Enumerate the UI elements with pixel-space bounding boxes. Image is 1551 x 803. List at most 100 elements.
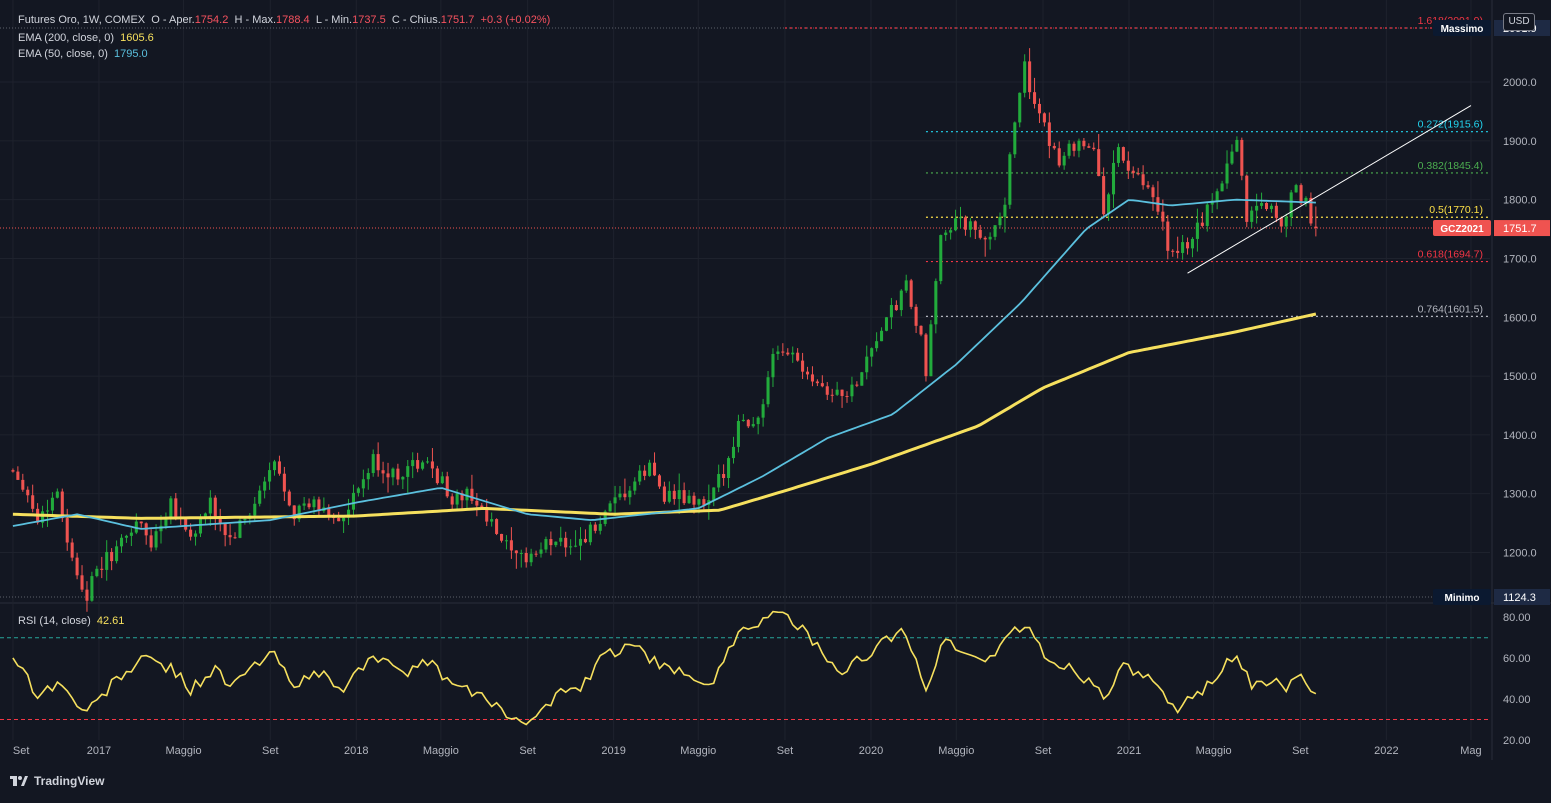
legend-ema50[interactable]: EMA (50, close, 0) 1795.0 xyxy=(18,47,148,61)
candle-body xyxy=(1309,197,1313,224)
candle-body xyxy=(549,539,553,546)
candle-body xyxy=(1255,205,1259,211)
candle-body xyxy=(500,533,504,541)
rsi-y-tick: 40.00 xyxy=(1503,694,1531,706)
candle-body xyxy=(1023,61,1027,93)
candle-body xyxy=(361,479,365,489)
candle-body xyxy=(648,462,652,476)
x-tick-label: 2021 xyxy=(1117,745,1141,757)
fib-level-label: 0.764(1601.5) xyxy=(1418,303,1483,315)
tradingview-logo[interactable]: TradingView xyxy=(10,774,104,788)
rsi-label: RSI (14, close) xyxy=(18,615,91,627)
price-tag-name: GCZ2021 xyxy=(1440,224,1484,235)
candle-body xyxy=(712,487,716,501)
candle-body xyxy=(41,511,45,523)
candle-body xyxy=(840,389,844,396)
candle-body xyxy=(608,503,612,512)
candle-body xyxy=(342,517,346,522)
candle-body xyxy=(1314,226,1318,229)
candle-body xyxy=(95,568,99,577)
candle-body xyxy=(786,352,790,355)
candle-body xyxy=(870,348,874,357)
candle-body xyxy=(880,330,884,342)
candle-body xyxy=(830,394,834,396)
candle-body xyxy=(865,356,869,373)
candle-body xyxy=(727,458,731,479)
candle-body xyxy=(1067,143,1071,156)
candle-body xyxy=(598,523,602,531)
legend-rsi[interactable]: RSI (14, close) 42.61 xyxy=(18,614,124,628)
fibonacci-levels: 1.618(2091.9)0.272(1915.6)0.382(1845.4)0… xyxy=(784,15,1490,317)
candle-body xyxy=(667,490,671,502)
candle-body xyxy=(1141,174,1145,186)
candle-body xyxy=(998,216,1002,226)
candle-body xyxy=(652,462,657,476)
x-tick-label: Maggio xyxy=(680,745,716,757)
candle-body xyxy=(1166,221,1170,251)
candle-body xyxy=(1299,185,1303,204)
price-tag-name: Minimo xyxy=(1445,593,1480,604)
ema50-line xyxy=(12,198,1316,530)
candle-body xyxy=(889,304,893,318)
candle-body xyxy=(677,490,681,500)
candle-body xyxy=(939,235,943,282)
y-tick-label: 1900.0 xyxy=(1503,136,1537,148)
candle-body xyxy=(124,535,128,538)
candle-body xyxy=(1057,148,1061,166)
legend-ema200[interactable]: EMA (200, close, 0) 1605.6 xyxy=(18,31,154,45)
candle-body xyxy=(154,531,158,548)
rsi-y-tick: 20.00 xyxy=(1503,735,1531,747)
candle-body xyxy=(129,532,133,536)
x-tick-label: Maggio xyxy=(166,745,202,757)
candle-body xyxy=(391,468,395,478)
candle-body xyxy=(292,505,296,520)
ema-lines xyxy=(12,198,1317,530)
price-value-text: 1124.3 xyxy=(1503,592,1536,604)
x-tick-label: 2020 xyxy=(859,745,883,757)
trendline[interactable] xyxy=(1187,105,1472,274)
candle-body xyxy=(554,541,558,546)
candle-body xyxy=(174,498,178,517)
x-tick-label: Set xyxy=(1292,745,1309,757)
candle-body xyxy=(213,497,217,518)
candle-body xyxy=(1077,140,1081,151)
candle-body xyxy=(904,280,908,291)
candle-body xyxy=(440,476,444,484)
candle-body xyxy=(337,518,341,522)
candle-body xyxy=(1264,203,1269,210)
rsi-y-tick: 60.00 xyxy=(1503,653,1531,665)
candle-body xyxy=(805,371,810,375)
candle-body xyxy=(401,476,405,480)
candle-body xyxy=(949,230,953,233)
candle-body xyxy=(1087,146,1091,148)
price-value-bg xyxy=(1494,220,1550,237)
candle-body xyxy=(366,473,370,480)
candle-body xyxy=(1181,242,1185,253)
candle-body xyxy=(544,539,548,550)
candle-body xyxy=(746,419,750,427)
fib-level-label: 0.382(1845.4) xyxy=(1418,160,1483,172)
candle-body xyxy=(1126,160,1130,171)
candle-body xyxy=(495,519,499,534)
candle-body xyxy=(258,490,262,504)
currency-button[interactable]: USD xyxy=(1503,13,1535,31)
candle-body xyxy=(756,417,760,425)
candle-body xyxy=(134,521,138,533)
candle-body xyxy=(1121,147,1125,161)
candle-body xyxy=(194,533,198,537)
candle-body xyxy=(1274,205,1278,218)
candle-body xyxy=(796,352,800,361)
x-tick-label: Set xyxy=(13,745,30,757)
candle-body xyxy=(208,497,212,514)
candle-body xyxy=(327,507,331,517)
x-tick-label: 2019 xyxy=(601,745,625,757)
candle-body xyxy=(1092,147,1096,150)
candle-body xyxy=(687,495,691,504)
candle-body xyxy=(1176,250,1180,253)
legend-title: Futures Oro, 1W, COMEX xyxy=(18,14,146,26)
candle-body xyxy=(894,304,898,311)
y-tick-label: 2000.0 xyxy=(1503,77,1537,89)
